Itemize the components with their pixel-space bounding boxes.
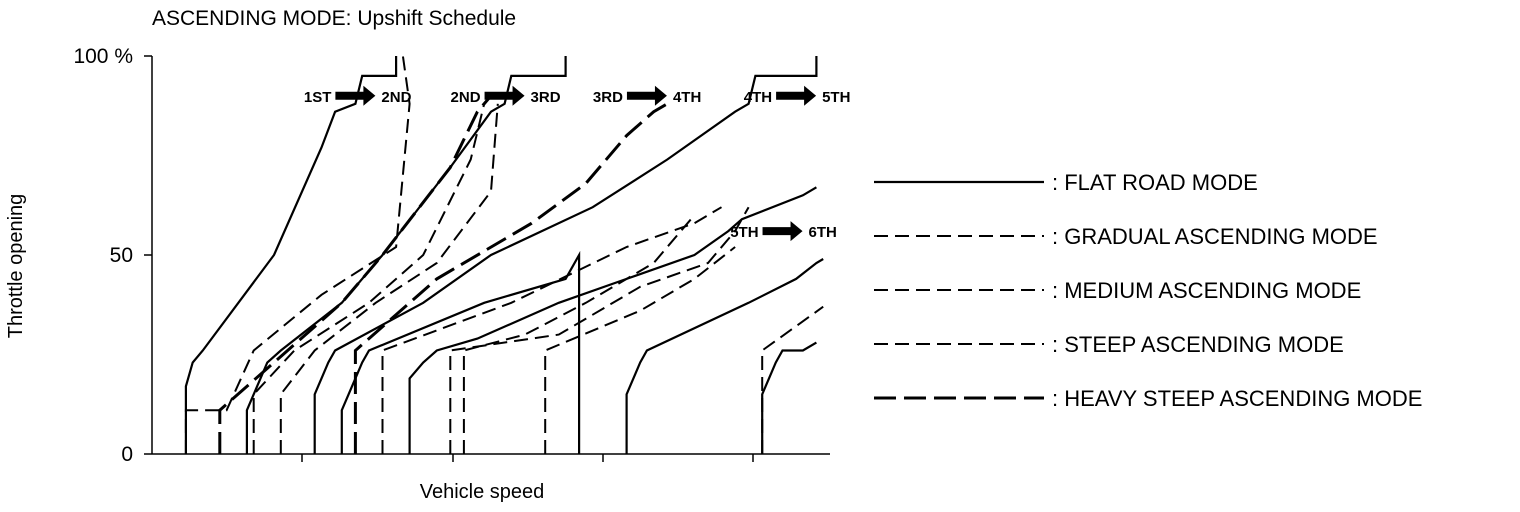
y-tick-label-100: 100 %: [73, 45, 133, 68]
x-axis-label: Vehicle speed: [420, 481, 545, 503]
shift-arrow-0: [335, 85, 376, 106]
chart-title: ASCENDING MODE: Upshift Schedule: [152, 7, 516, 30]
shift-from-label-2: 3RD: [593, 89, 623, 106]
series-0-line-0: [184, 56, 398, 454]
shift-arrow-2: [626, 85, 667, 106]
legend-label-3: : STEEP ASCENDING MODE: [1052, 332, 1344, 357]
shift-to-label-0: 2ND: [381, 89, 411, 106]
shift-arrow-1: [484, 85, 525, 106]
legend-label-1: : GRADUAL ASCENDING MODE: [1052, 224, 1378, 249]
shift-arrow-3: [776, 85, 817, 106]
series-3-line-0: [279, 103, 499, 454]
shift-from-label-0: 1ST: [304, 89, 332, 106]
y-tick-label-50: 50: [110, 244, 133, 267]
series-3-line-2: [544, 246, 736, 454]
series-3-line-1: [462, 214, 696, 454]
legend-label-2: : MEDIUM ASCENDING MODE: [1052, 278, 1361, 303]
series-4-line-0: [218, 94, 493, 454]
series-0-line-1: [245, 56, 567, 454]
shift-to-label-3: 5TH: [822, 89, 850, 106]
series-0-line-6: [761, 341, 817, 454]
series-2-line-1: [381, 206, 723, 454]
shift-to-label-2: 4TH: [673, 89, 701, 106]
shift-to-label-1: 3RD: [531, 89, 561, 106]
series-0-line-2: [313, 56, 818, 454]
series-0-line-3: [340, 250, 581, 454]
shift-from-label-3: 4TH: [744, 89, 772, 106]
shift-to-label-4: 6TH: [809, 224, 837, 241]
legend-label-0: : FLAT ROAD MODE: [1052, 170, 1258, 195]
y-tick-label-0: 0: [121, 443, 133, 466]
series-0-line-4: [408, 186, 817, 454]
shift-from-label-1: 2ND: [451, 89, 481, 106]
series-0-line-5: [625, 258, 824, 454]
shift-arrow-4: [762, 221, 803, 242]
legend-label-4: : HEAVY STEEP ASCENDING MODE: [1052, 386, 1422, 411]
y-axis-label: Throttle opening: [5, 194, 27, 339]
series-4-line-1: [353, 102, 669, 454]
series-3-line-3: [761, 305, 824, 454]
shift-from-label-4: 5TH: [730, 224, 758, 241]
series-1-line-0: [184, 55, 411, 454]
series-2-line-0: [252, 103, 486, 454]
series-2-line-2: [449, 206, 750, 454]
